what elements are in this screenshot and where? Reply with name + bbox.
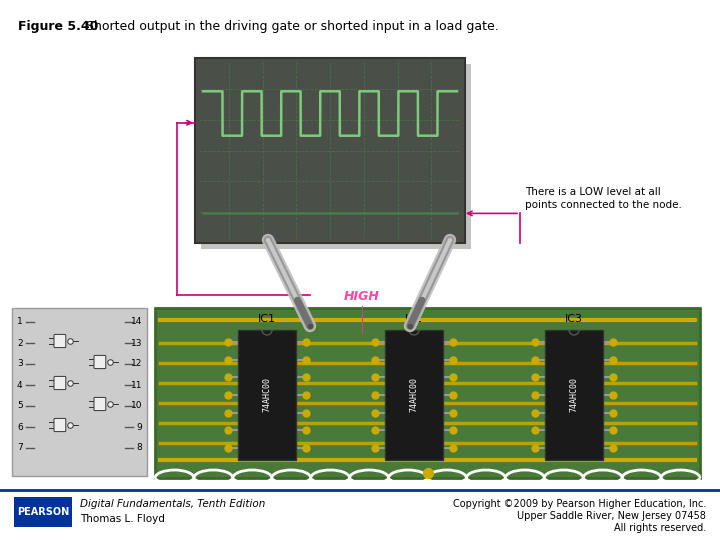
Polygon shape — [583, 478, 622, 488]
Polygon shape — [389, 478, 428, 488]
Text: 2: 2 — [17, 339, 22, 348]
Bar — [385, 330, 443, 460]
Text: IC1: IC1 — [258, 314, 276, 324]
Text: IC2: IC2 — [405, 314, 423, 324]
Text: Thomas L. Floyd: Thomas L. Floyd — [80, 514, 165, 524]
Text: Copyright ©2009 by Pearson Higher Education, Inc.: Copyright ©2009 by Pearson Higher Educat… — [453, 499, 706, 509]
Bar — [155, 308, 700, 478]
Text: 5: 5 — [17, 402, 23, 410]
Text: 9: 9 — [136, 422, 142, 431]
Text: Digital Fundamentals, Tenth Edition: Digital Fundamentals, Tenth Edition — [80, 499, 266, 509]
Polygon shape — [467, 478, 505, 488]
Polygon shape — [311, 478, 350, 488]
Polygon shape — [622, 478, 661, 488]
Text: Upper Saddle River, New Jersey 07458: Upper Saddle River, New Jersey 07458 — [517, 511, 706, 521]
FancyBboxPatch shape — [94, 397, 106, 410]
Text: HIGH: HIGH — [344, 290, 380, 303]
Text: PEARSON: PEARSON — [17, 507, 69, 517]
Text: 8: 8 — [136, 443, 142, 453]
Text: 14: 14 — [130, 318, 142, 327]
Polygon shape — [233, 478, 271, 488]
Text: 74AHC00: 74AHC00 — [410, 377, 418, 413]
Polygon shape — [194, 478, 233, 488]
Text: 7: 7 — [17, 443, 23, 453]
Text: 10: 10 — [130, 402, 142, 410]
Polygon shape — [271, 478, 311, 488]
Text: 6: 6 — [17, 422, 23, 431]
Text: All rights reserved.: All rights reserved. — [613, 523, 706, 533]
Text: Shorted output in the driving gate or shorted input in a load gate.: Shorted output in the driving gate or sh… — [78, 20, 499, 33]
Bar — [201, 64, 471, 249]
Text: 13: 13 — [130, 339, 142, 348]
FancyBboxPatch shape — [54, 334, 66, 348]
Bar — [195, 58, 465, 243]
Polygon shape — [505, 478, 544, 488]
Text: 3: 3 — [17, 360, 23, 368]
Text: IC3: IC3 — [565, 314, 583, 324]
Bar — [545, 330, 603, 460]
Polygon shape — [350, 478, 389, 488]
Bar — [12, 308, 147, 476]
Polygon shape — [428, 478, 467, 488]
Text: 74AHC00: 74AHC00 — [263, 377, 271, 413]
Text: 4: 4 — [17, 381, 22, 389]
Bar — [14, 497, 72, 527]
Text: Figure 5.40: Figure 5.40 — [18, 20, 99, 33]
Text: There is a LOW level at all
points connected to the node.: There is a LOW level at all points conne… — [525, 187, 682, 210]
FancyBboxPatch shape — [94, 355, 106, 369]
Text: 12: 12 — [130, 360, 142, 368]
Text: 1: 1 — [17, 318, 23, 327]
Polygon shape — [544, 478, 583, 488]
Text: 74AHC00: 74AHC00 — [570, 377, 578, 413]
FancyBboxPatch shape — [54, 376, 66, 389]
Polygon shape — [155, 478, 194, 488]
Text: 11: 11 — [130, 381, 142, 389]
Polygon shape — [661, 478, 700, 488]
FancyBboxPatch shape — [54, 418, 66, 431]
Bar — [238, 330, 296, 460]
